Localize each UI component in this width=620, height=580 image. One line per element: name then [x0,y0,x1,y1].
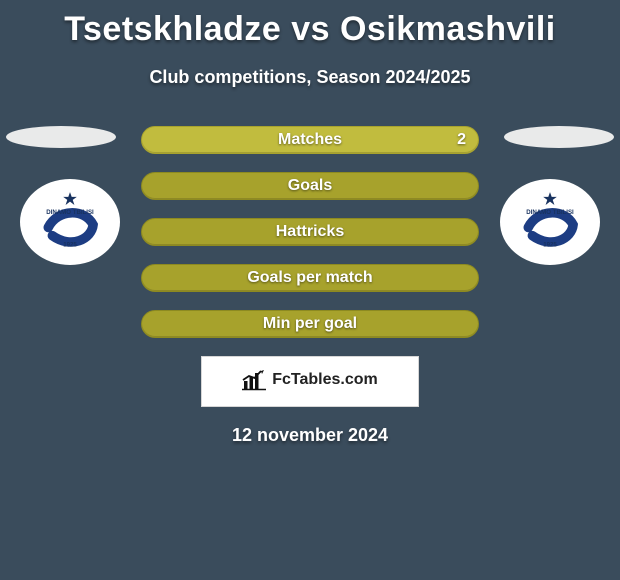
stat-label: Matches [278,131,342,149]
stat-value-right: 2 [457,131,466,149]
stat-bar-min-per-goal: Min per goal [141,310,479,338]
club-year-text: 1925 [543,241,557,248]
attribution-box: FcTables.com [201,356,419,407]
bar-chart-icon [242,369,266,391]
club-badge-left: DINAMO TBILISI 1925 [20,179,120,265]
comparison-stage: DINAMO TBILISI 1925 DINAMO TBILISI 1925 … [0,126,620,446]
stat-bar-matches: Matches 2 [141,126,479,154]
club-name-text: DINAMO TBILISI [526,209,574,216]
club-logo-icon: DINAMO TBILISI 1925 [36,188,104,256]
club-name-text: DINAMO TBILISI [46,209,94,216]
attribution-text: FcTables.com [272,371,378,389]
club-year-text: 1925 [63,241,77,248]
stat-label: Min per goal [263,315,357,333]
stat-label: Hattricks [276,223,344,241]
player-shadow-left [6,126,116,148]
footer-date: 12 november 2024 [0,425,620,446]
stat-bar-list: Matches 2 Goals Hattricks Goals per matc… [141,126,479,338]
stat-label: Goals per match [247,269,372,287]
stat-label: Goals [288,177,332,195]
season-subtitle: Club competitions, Season 2024/2025 [0,67,620,88]
stat-bar-hattricks: Hattricks [141,218,479,246]
player-shadow-right [504,126,614,148]
club-logo-icon: DINAMO TBILISI 1925 [516,188,584,256]
stat-bar-goals: Goals [141,172,479,200]
stat-bar-goals-per-match: Goals per match [141,264,479,292]
club-badge-right: DINAMO TBILISI 1925 [500,179,600,265]
page-title: Tsetskhladze vs Osikmashvili [0,0,620,49]
